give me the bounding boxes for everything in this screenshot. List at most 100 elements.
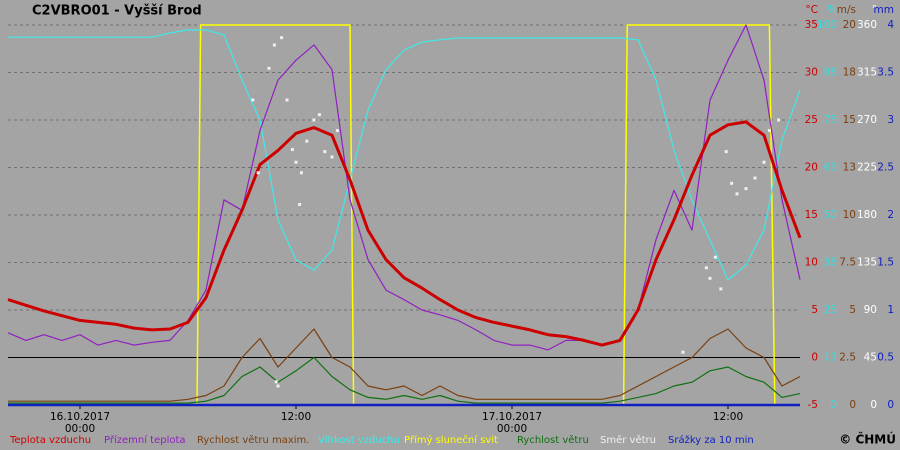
y-tick-label: 180 <box>857 209 877 221</box>
wind-direction-point <box>708 276 712 280</box>
y-tick-label: 10 <box>843 209 856 221</box>
wind-direction-point <box>753 176 757 180</box>
x-tick-label: 00:00 <box>497 423 527 435</box>
wind-direction-point <box>312 118 316 122</box>
axis-unit: m/s <box>837 4 856 16</box>
wind-direction-point <box>704 266 708 270</box>
x-tick-label: 00:00 <box>65 423 95 435</box>
wind-direction-point <box>272 43 276 47</box>
y-tick-label: 7.5 <box>839 257 856 269</box>
series-line <box>7 120 802 347</box>
wind-direction-point <box>285 98 289 102</box>
wind-direction-point <box>256 171 260 175</box>
wind-direction-point <box>251 98 255 102</box>
y-tick-label: 0 <box>830 399 837 411</box>
y-tick-label: 1.5 <box>877 257 894 269</box>
wind-direction-point <box>681 350 685 354</box>
legend-entry: Srážky za 10 min <box>668 434 754 446</box>
series <box>7 120 802 347</box>
y-tick-label: 13 <box>824 352 837 364</box>
series <box>8 29 801 281</box>
y-tick-label: 0 <box>887 399 894 411</box>
y-tick-label: 38 <box>824 257 837 269</box>
axis-unit: °C <box>805 4 818 16</box>
y-tick-label: 225 <box>857 162 877 174</box>
y-tick-label: 13 <box>843 162 856 174</box>
wind-direction-point <box>299 171 303 175</box>
y-tick-label: 75 <box>824 114 837 126</box>
wind-direction-point <box>735 192 739 196</box>
x-tick-date: 17.10.2017 <box>482 411 542 423</box>
legend-entry: Přízemní teplota <box>104 434 186 446</box>
y-tick-label: 5 <box>811 304 818 316</box>
y-tick-label: 18 <box>843 67 856 79</box>
wind-direction-point <box>290 148 294 152</box>
wind-direction-point <box>294 160 298 164</box>
wind-direction-point <box>335 129 339 133</box>
y-tick-label: 4 <box>887 19 894 31</box>
legend-entry: Směr větru <box>600 434 656 446</box>
chart-title: C2VBRO01 - Vyšší Brod <box>32 4 202 19</box>
axis-unit: ° <box>872 4 877 16</box>
y-tick-label: 0 <box>811 352 818 364</box>
axis-unit: % <box>827 4 837 16</box>
y-tick-label: 2.5 <box>877 162 894 174</box>
x-tick-label: 12:00 <box>713 411 743 423</box>
y-tick-label: 0 <box>849 399 856 411</box>
y-tick-label: 0 <box>870 399 877 411</box>
wind-direction-point <box>280 36 284 40</box>
y-tick-label: 2.5 <box>839 352 856 364</box>
y-tick-label: 35 <box>805 19 818 31</box>
y-tick-label: 63 <box>824 162 837 174</box>
y-tick-label: 3.5 <box>877 67 894 79</box>
wind-direction-point <box>274 380 278 384</box>
y-tick-label: 1 <box>887 304 894 316</box>
y-tick-label: 3 <box>887 114 894 126</box>
y-tick-label: 25 <box>824 304 837 316</box>
y-tick-label: 90 <box>864 304 877 316</box>
series <box>251 36 780 388</box>
y-tick-label: 270 <box>857 114 877 126</box>
y-tick-label: 25 <box>805 114 818 126</box>
wind-direction-point <box>730 181 734 185</box>
legend-entry: Teplota vzduchu <box>9 435 91 446</box>
series-line <box>8 29 801 281</box>
y-tick-label: -5 <box>808 399 818 411</box>
y-tick-label: 10 <box>805 257 818 269</box>
wind-direction-point <box>776 118 780 122</box>
series-line <box>8 328 801 402</box>
wind-direction-point <box>330 155 334 159</box>
y-tick-label: 20 <box>843 19 856 31</box>
wind-direction-point <box>744 187 748 191</box>
legend-entry: Vlhkost vzduchu <box>318 435 400 446</box>
copyright: © ČHMÚ <box>839 432 896 447</box>
wind-direction-point <box>276 384 280 388</box>
wind-direction-point <box>719 287 723 291</box>
series <box>7 24 801 351</box>
wind-direction-point <box>323 150 327 154</box>
wind-direction-point <box>305 139 309 143</box>
y-tick-label: 315 <box>857 67 877 79</box>
y-tick-label: 360 <box>857 19 877 31</box>
y-tick-label: 45 <box>864 352 877 364</box>
y-tick-label: 50 <box>824 209 837 221</box>
y-tick-label: 5 <box>849 304 856 316</box>
legend-entry: Rychlost větru maxim. <box>197 434 309 446</box>
y-tick-label: 20 <box>805 162 818 174</box>
axis-unit: mm <box>874 4 894 16</box>
x-tick-date: 16.10.2017 <box>50 411 110 423</box>
y-tick-label: 88 <box>824 67 837 79</box>
wind-direction-point <box>767 129 771 133</box>
wind-direction-point <box>762 160 766 164</box>
series-line <box>8 356 801 404</box>
legend-entry: Přímý sluneční svit <box>404 434 498 446</box>
wind-direction-point <box>317 113 321 117</box>
wind-direction-point <box>713 255 717 259</box>
y-tick-label: 0.5 <box>877 352 894 364</box>
y-tick-label: 15 <box>843 114 856 126</box>
y-tick-label: 30 <box>805 67 818 79</box>
wind-direction-point <box>724 150 728 154</box>
wind-direction-point <box>267 66 271 70</box>
